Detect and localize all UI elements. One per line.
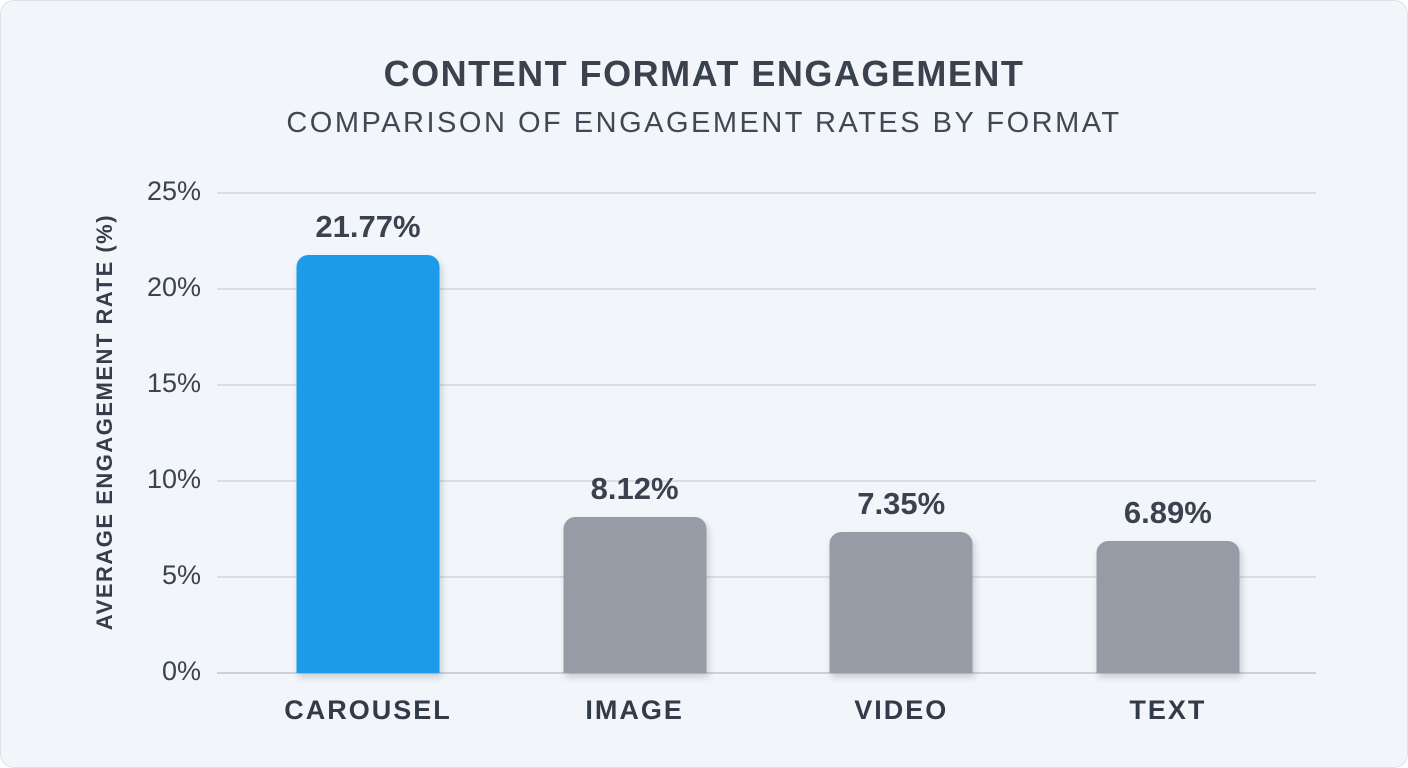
bar-group-video: 7.35% (829, 193, 973, 673)
bar-text (1096, 540, 1240, 673)
bar-group-text: 6.89% (1096, 193, 1240, 673)
y-tick-label: 25% (146, 176, 201, 206)
gridline-10 (217, 480, 1316, 482)
bar-value-label: 8.12% (590, 471, 679, 507)
bar-video (829, 531, 973, 673)
plot-area: 21.77% 8.12% 7.35% 6.89% (217, 192, 1316, 674)
chart-subtitle: COMPARISON OF ENGAGEMENT RATES BY FORMAT (286, 107, 1122, 139)
y-tick-label: 20% (146, 272, 201, 302)
bar-image (563, 517, 707, 673)
gridline-15 (217, 384, 1316, 386)
bar-group-image: 8.12% (563, 193, 707, 673)
bar-value-label: 6.89% (1123, 494, 1212, 530)
gridline-25 (217, 192, 1316, 194)
x-category-label-carousel: CAROUSEL (284, 695, 452, 725)
gridline-5 (217, 576, 1316, 578)
x-category-label-image: IMAGE (585, 695, 684, 725)
x-category-label-text: TEXT (1129, 695, 1207, 725)
y-tick-label: 10% (146, 464, 201, 494)
y-tick-label: 5% (161, 560, 201, 590)
bar-value-label: 21.77% (315, 209, 421, 245)
y-tick-label: 0% (161, 656, 201, 686)
y-tick-label: 15% (146, 368, 201, 398)
bar-value-label: 7.35% (857, 485, 946, 521)
gridline-0 (217, 672, 1316, 674)
x-category-label-video: VIDEO (854, 695, 949, 725)
gridline-20 (217, 288, 1316, 290)
bar-group-carousel: 21.77% (296, 193, 440, 673)
bar-carousel (296, 255, 440, 673)
chart-title: CONTENT FORMAT ENGAGEMENT (383, 53, 1025, 94)
